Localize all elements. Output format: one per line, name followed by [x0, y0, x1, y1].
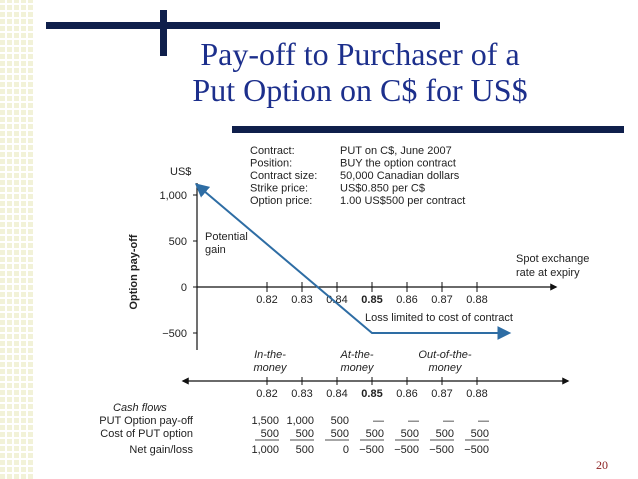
y-ticks: 1,000 500 0 −500 — [159, 190, 197, 340]
y-axis-label: Option pay-off — [128, 234, 140, 309]
cash-flow-cell: 500 — [296, 444, 314, 456]
cash-flow-cell: 1,500 — [251, 415, 279, 427]
cash-flow-cell: −500 — [359, 444, 384, 456]
cash-flow-row-label: Cost of PUT option — [100, 428, 193, 440]
moneyness-tick-label: 0.88 — [466, 388, 487, 400]
x-ticks: 0.82 0.83 0.84 0.85 0.86 0.87 0.88 — [256, 282, 488, 306]
contract-info-value: US$0.850 per C$ — [340, 183, 425, 195]
top-accent-bar — [46, 22, 440, 29]
contract-info: Contract: PUT on C$, June 2007 Position: BU… — [250, 145, 465, 207]
potential-gain-label-line1: Potential — [205, 231, 248, 243]
cash-flow-cell: 500 — [436, 428, 454, 440]
cash-flows-header: Cash flows — [113, 402, 167, 414]
slide-number: 20 — [596, 458, 608, 472]
cash-flow-cell: 500 — [296, 428, 314, 440]
cash-flow-cell: 500 — [261, 428, 279, 440]
title-underline-bar — [232, 126, 624, 133]
y-tick-label: 0 — [181, 282, 187, 294]
cash-flow-cell: 1,000 — [251, 444, 279, 456]
cash-flow-cell: 500 — [331, 428, 349, 440]
cash-flow-row-label: PUT Option pay-off — [99, 415, 194, 427]
x-tick-label: 0.85 — [361, 294, 382, 306]
x-tick-label: 0.86 — [396, 294, 417, 306]
at-the-money-line2: money — [340, 362, 375, 374]
moneyness-tick-label: 0.86 — [396, 388, 417, 400]
cash-flow-cell: −500 — [429, 444, 454, 456]
title-line-2: Put Option on C$ for US$ — [192, 72, 528, 108]
out-of-the-money-line2: money — [428, 362, 463, 374]
y-tick-label: 1,000 — [159, 190, 187, 202]
moneyness-tick-label: 0.82 — [256, 388, 277, 400]
x-axis-label-line1: Spot exchange — [516, 253, 589, 265]
cash-flow-cell: 500 — [401, 428, 419, 440]
cash-flow-cell: — — [373, 415, 384, 427]
moneyness-tick-label: 0.85 — [361, 388, 382, 400]
contract-info-value: 1.00 US$500 per contract — [340, 195, 465, 207]
contract-info-value: 50,000 Canadian dollars — [340, 170, 460, 182]
x-tick-label: 0.88 — [466, 294, 487, 306]
cash-flow-table: PUT Option pay-off 1,500 1,000 500— — — —Cost … — [99, 415, 489, 456]
in-the-money-line2: money — [253, 362, 288, 374]
moneyness-tick-label: 0.84 — [326, 388, 347, 400]
x-axis-label-line2: rate at expiry — [516, 267, 580, 279]
cash-flow-cell: 1,000 — [286, 415, 314, 427]
contract-info-label: Position: — [250, 158, 292, 170]
title-line-1: Pay-off to Purchaser of a — [200, 36, 520, 72]
x-tick-label: 0.87 — [431, 294, 452, 306]
contract-info-label: Option price: — [250, 195, 312, 207]
cash-flow-cell: 500 — [471, 428, 489, 440]
contract-info-label: Strike price: — [250, 183, 308, 195]
vertical-accent-bar — [160, 10, 167, 56]
out-of-the-money-line1: Out-of-the- — [418, 349, 472, 361]
page-title: Pay-off to Purchaser of a Put Option on … — [150, 36, 570, 108]
contract-info-value: BUY the option contract — [340, 158, 456, 170]
cash-flow-cell: 500 — [331, 415, 349, 427]
y-tick-label: 500 — [169, 236, 187, 248]
cash-flow-row-label: Net gain/loss — [129, 444, 193, 456]
moneyness-ticks: 0.82 0.83 0.84 0.85 0.86 0.87 0.88 — [256, 377, 488, 400]
moneyness-tick-label: 0.83 — [291, 388, 312, 400]
decorative-pattern — [0, 0, 34, 479]
y-unit-label: US$ — [170, 166, 191, 178]
at-the-money-line1: At-the- — [339, 349, 373, 361]
cash-flow-cell: — — [443, 415, 454, 427]
cash-flow-cell: — — [478, 415, 489, 427]
moneyness-tick-label: 0.87 — [431, 388, 452, 400]
contract-info-label: Contract: — [250, 145, 295, 157]
contract-info-label: Contract size: — [250, 170, 317, 182]
payoff-line — [194, 183, 512, 340]
cash-flow-cell: — — [408, 415, 419, 427]
contract-info-value: PUT on C$, June 2007 — [340, 145, 452, 157]
x-tick-label: 0.83 — [291, 294, 312, 306]
cash-flow-cell: −500 — [394, 444, 419, 456]
in-the-money-line1: In-the- — [254, 349, 286, 361]
x-tick-label: 0.82 — [256, 294, 277, 306]
cash-flow-cell: 0 — [343, 444, 349, 456]
y-tick-label: −500 — [162, 328, 187, 340]
cash-flow-cell: 500 — [366, 428, 384, 440]
potential-gain-label-line2: gain — [205, 244, 226, 256]
cash-flow-cell: −500 — [464, 444, 489, 456]
loss-limited-label: Loss limited to cost of contract — [365, 312, 513, 324]
